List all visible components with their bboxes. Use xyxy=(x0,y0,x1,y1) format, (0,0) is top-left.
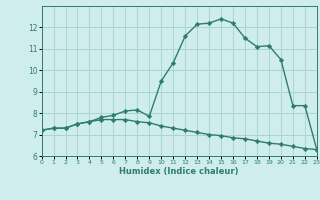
X-axis label: Humidex (Indice chaleur): Humidex (Indice chaleur) xyxy=(119,167,239,176)
